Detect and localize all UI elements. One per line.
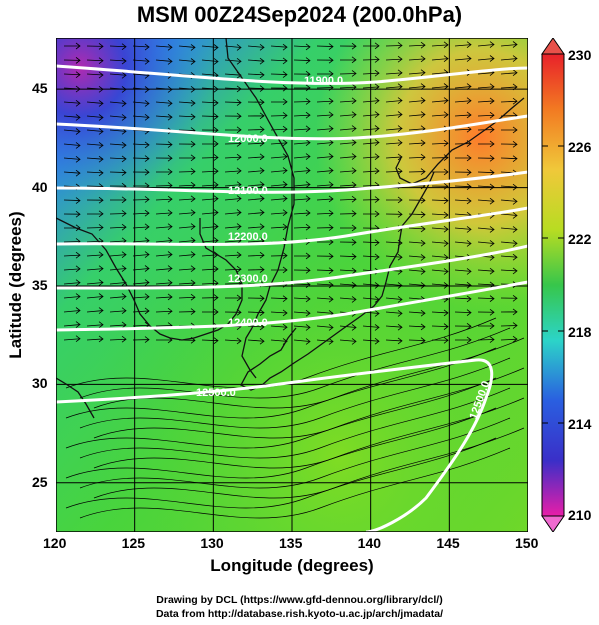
contour-label: 12300.0 — [228, 273, 268, 285]
x-tick-label: 125 — [121, 535, 146, 551]
contour-label: 12100.0 — [228, 185, 268, 197]
y-tick-label: 40 — [32, 178, 48, 195]
colorbar-tick-label: 214 — [568, 416, 592, 432]
x-tick-label: 130 — [200, 535, 224, 551]
y-tick-label: 30 — [32, 375, 48, 392]
contour-label: 12200.0 — [228, 231, 268, 243]
credit-line-2: Data from http://database.rish.kyoto-u.a… — [155, 608, 444, 620]
colorbar-tick-label: 230 — [568, 47, 592, 63]
x-tick-label: 140 — [357, 535, 382, 551]
map-plot-area: 11900.0 12000.0 12100.0 12200.0 12300.0 … — [56, 38, 528, 532]
x-tick-label: 120 — [43, 535, 67, 551]
colorbar-tick-label: 210 — [568, 507, 592, 523]
colorbar-tick-label: 218 — [568, 324, 592, 340]
contour-label: 12500.0 — [196, 387, 236, 399]
colorbar — [540, 38, 566, 532]
colorbar-tick-label: 226 — [568, 139, 592, 155]
contour-label: 12400.0 — [228, 317, 268, 329]
x-axis-label: Longitude (degrees) — [210, 556, 374, 575]
lat-lon-grid — [56, 38, 528, 532]
contour-label: 11900.0 — [304, 75, 343, 87]
height-contours — [56, 64, 528, 532]
colorbar-min-arrow — [541, 515, 565, 532]
colorbar-tick-label: 222 — [568, 231, 592, 247]
x-tick-label: 150 — [515, 535, 539, 551]
y-tick-label: 25 — [32, 473, 48, 490]
y-axis-label: Latitude (degrees) — [6, 211, 25, 359]
y-tick-label: 35 — [32, 276, 48, 293]
x-tick-label: 135 — [279, 535, 303, 551]
colorbar-svg — [541, 38, 565, 532]
map-svg: 11900.0 12000.0 12100.0 12200.0 12300.0 … — [56, 38, 528, 532]
credit-line-1: Drawing by DCL (https://www.gfd-dennou.o… — [156, 594, 443, 606]
colorbar-max-arrow — [541, 38, 565, 55]
y-tick-label: 45 — [32, 80, 48, 97]
x-tick-label: 145 — [436, 535, 460, 551]
contour-label: 12000.0 — [228, 133, 268, 145]
chart-title: MSM 00Z24Sep2024 (200.0hPa) — [136, 2, 463, 27]
colorbar-gradient — [541, 53, 565, 517]
